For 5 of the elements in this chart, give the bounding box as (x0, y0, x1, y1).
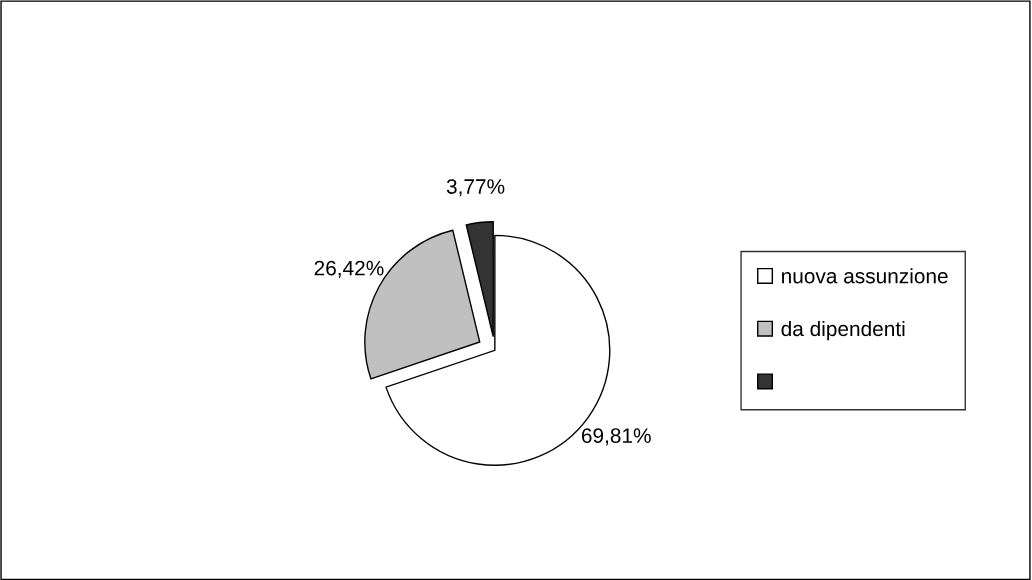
legend-label: nuova assunzione (782, 268, 948, 284)
data-label: 26,42% (314, 260, 384, 278)
data-label: 69,81% (581, 428, 651, 446)
legend-label: da dipendenti (781, 320, 905, 341)
data-label: 3,77% (446, 179, 505, 197)
